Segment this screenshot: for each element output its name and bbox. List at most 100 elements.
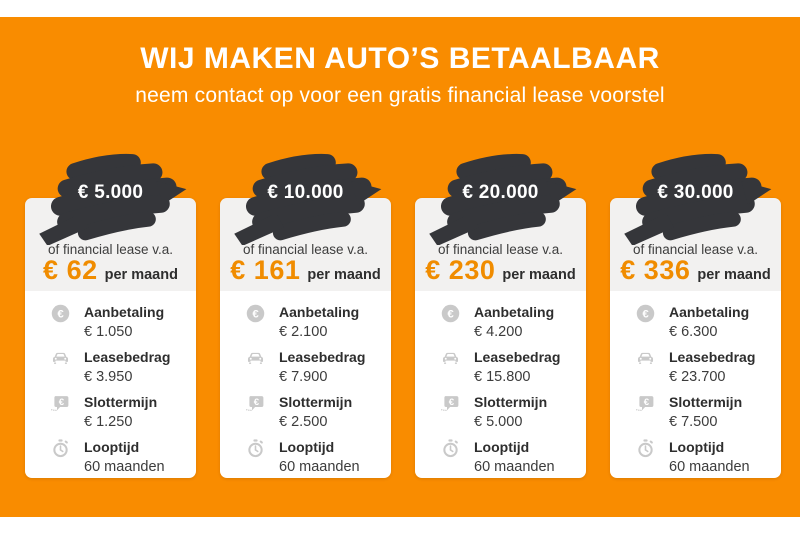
detail-value: € 2.500 <box>279 414 328 430</box>
detail-text: Looptijd 60 maanden <box>474 437 555 478</box>
monthly-price: € 336 <box>620 255 691 285</box>
brush-stroke-graphic <box>38 153 186 245</box>
svg-text:€: € <box>254 397 260 408</box>
card-details-list: € Aanbetaling € 1.050 Leasebedrag € 3.95… <box>25 291 196 478</box>
detail-text: Leasebedrag € 23.700 <box>669 347 755 388</box>
detail-text: Looptijd 60 maanden <box>669 437 750 478</box>
car-icon <box>440 348 461 369</box>
detail-row: Leasebedrag € 3.950 <box>50 347 188 388</box>
lease-card: € 5.000 of financial lease v.a. € 62 per … <box>25 153 196 478</box>
monthly-price-row: € 336 per maand <box>610 255 781 286</box>
detail-row: € Slottermijn € 7.500 <box>635 392 773 433</box>
detail-row: € Aanbetaling € 6.300 <box>635 302 773 343</box>
lease-intro-label: of financial lease v.a. <box>632 242 759 257</box>
per-month-label: per maand <box>307 267 381 283</box>
svg-text:€: € <box>449 397 455 408</box>
card-price-header: of financial lease v.a. € 62 per maand <box>25 198 196 291</box>
detail-row: € Aanbetaling € 4.200 <box>440 302 578 343</box>
svg-text:€: € <box>252 309 259 321</box>
car-icon <box>245 348 266 369</box>
detail-label: Looptijd <box>84 439 140 455</box>
detail-text: Aanbetaling € 2.100 <box>279 302 359 343</box>
svg-text:€: € <box>642 309 649 321</box>
detail-label: Looptijd <box>279 439 335 455</box>
per-month-label: per maand <box>502 267 576 283</box>
monthly-price-row: € 230 per maand <box>415 255 586 286</box>
detail-value: € 7.500 <box>669 414 718 430</box>
amount-banner: € 10.000 <box>225 153 387 245</box>
detail-row: Looptijd 60 maanden <box>50 437 188 478</box>
per-month-label: per maand <box>697 267 771 283</box>
detail-text: Looptijd 60 maanden <box>279 437 360 478</box>
detail-label: Leasebedrag <box>669 349 756 365</box>
euro-coin-icon: € <box>635 303 656 324</box>
promo-header: WIJ MAKEN AUTO’S BETAALBAAR neem contact… <box>0 17 800 108</box>
car-icon <box>50 348 71 369</box>
euro-bubble-icon: € <box>440 393 461 414</box>
promo-banner: WIJ MAKEN AUTO’S BETAALBAAR neem contact… <box>0 17 800 517</box>
euro-coin-icon: € <box>245 303 266 324</box>
detail-label: Leasebedrag <box>474 349 561 365</box>
stopwatch-icon <box>635 438 656 459</box>
card-details-list: € Aanbetaling € 4.200 Leasebedrag € 15.8… <box>415 291 586 478</box>
stopwatch-icon <box>245 438 266 459</box>
amount-label: € 5.000 <box>77 182 144 203</box>
detail-value: € 3.950 <box>84 369 133 385</box>
detail-text: Aanbetaling € 6.300 <box>669 302 749 343</box>
lease-card: € 10.000 of financial lease v.a. € 161 pe… <box>220 153 391 478</box>
detail-label: Aanbetaling <box>669 304 750 320</box>
detail-text: Looptijd 60 maanden <box>84 437 165 478</box>
lease-card: € 20.000 of financial lease v.a. € 230 pe… <box>415 153 586 478</box>
monthly-price-row: € 62 per maand <box>25 255 196 286</box>
detail-value: 60 maanden <box>279 459 360 475</box>
euro-bubble-icon: € <box>635 393 656 414</box>
euro-coin-icon: € <box>440 303 461 324</box>
lease-cards-row: € 5.000 of financial lease v.a. € 62 per … <box>25 153 781 478</box>
detail-value: 60 maanden <box>669 459 750 475</box>
per-month-label: per maand <box>104 267 178 283</box>
promo-title-regular: WIJ MAKEN AUTO’S <box>140 42 449 75</box>
monthly-price: € 230 <box>425 255 496 285</box>
detail-row: Leasebedrag € 23.700 <box>635 347 773 388</box>
brush-stroke-graphic <box>623 153 771 245</box>
detail-value: € 2.100 <box>279 324 328 340</box>
svg-text:€: € <box>59 397 65 408</box>
detail-value: 60 maanden <box>474 459 555 475</box>
detail-text: Leasebedrag € 7.900 <box>279 347 365 388</box>
svg-text:€: € <box>644 397 650 408</box>
detail-label: Slottermijn <box>84 394 158 410</box>
detail-text: Slottermijn € 1.250 <box>84 392 157 433</box>
detail-row: € Slottermijn € 2.500 <box>245 392 383 433</box>
detail-text: Aanbetaling € 1.050 <box>84 302 164 343</box>
amount-label: € 10.000 <box>267 182 344 203</box>
detail-label: Aanbetaling <box>474 304 555 320</box>
detail-value: € 5.000 <box>474 414 523 430</box>
detail-label: Looptijd <box>474 439 530 455</box>
promo-subtitle: neem contact op voor een gratis financia… <box>135 84 665 107</box>
detail-value: € 6.300 <box>669 324 718 340</box>
detail-row: Looptijd 60 maanden <box>635 437 773 478</box>
detail-label: Aanbetaling <box>279 304 360 320</box>
amount-banner: € 30.000 <box>615 153 777 245</box>
lease-intro-label: of financial lease v.a. <box>242 242 369 257</box>
detail-row: Leasebedrag € 7.900 <box>245 347 383 388</box>
brush-stroke-graphic <box>428 153 576 245</box>
detail-label: Leasebedrag <box>84 349 171 365</box>
euro-bubble-icon: € <box>50 393 71 414</box>
detail-row: € Aanbetaling € 1.050 <box>50 302 188 343</box>
detail-label: Slottermijn <box>279 394 353 410</box>
detail-label: Slottermijn <box>669 394 743 410</box>
svg-text:€: € <box>447 309 454 321</box>
detail-value: € 1.050 <box>84 324 133 340</box>
detail-text: Slottermijn € 5.000 <box>474 392 547 433</box>
car-icon <box>635 348 656 369</box>
lease-intro-label: of financial lease v.a. <box>437 242 564 257</box>
svg-text:€: € <box>57 309 64 321</box>
detail-text: Aanbetaling € 4.200 <box>474 302 554 343</box>
amount-banner: € 20.000 <box>420 153 582 245</box>
detail-label: Leasebedrag <box>279 349 366 365</box>
detail-value: € 1.250 <box>84 414 133 430</box>
detail-value: € 4.200 <box>474 324 523 340</box>
detail-value: € 23.700 <box>669 369 726 385</box>
detail-row: € Slottermijn € 1.250 <box>50 392 188 433</box>
